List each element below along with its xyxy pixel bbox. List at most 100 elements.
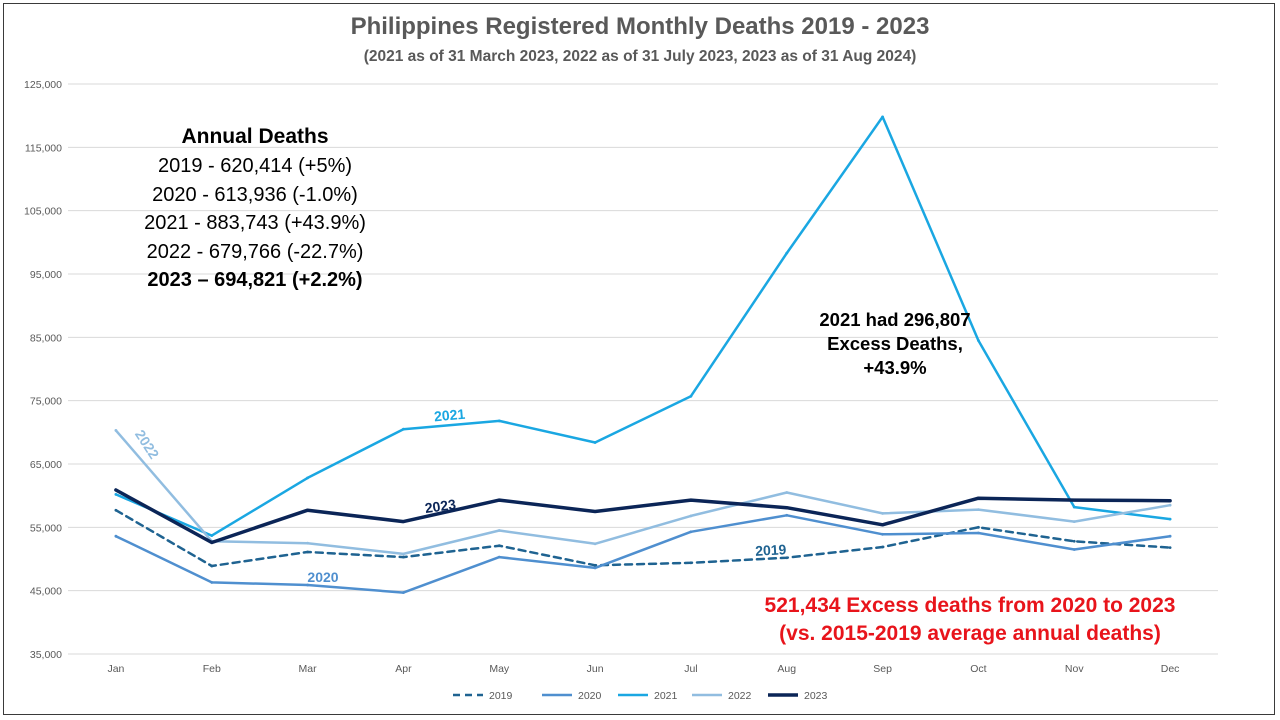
point-2019-may bbox=[497, 544, 501, 548]
point-2022-may bbox=[497, 529, 501, 532]
point-2023-may bbox=[497, 498, 501, 502]
point-2021-dec bbox=[1168, 517, 1172, 521]
series-line-2023 bbox=[114, 488, 1172, 545]
point-2021-sep bbox=[881, 115, 884, 119]
point-2020-dec bbox=[1168, 534, 1172, 538]
point-2022-jun bbox=[593, 542, 597, 546]
point-2023-jul bbox=[689, 498, 693, 502]
annual-line-2023: 2023 – 694,821 (+2.2%) bbox=[147, 269, 363, 291]
point-2019-aug bbox=[785, 556, 789, 560]
point-2023-apr bbox=[402, 520, 405, 524]
inline-label-2021: 2021 bbox=[433, 406, 466, 425]
x-tick-label-dec: Dec bbox=[1161, 663, 1180, 675]
point-2019-mar bbox=[306, 550, 309, 554]
inline-label-2022: 2022 bbox=[132, 427, 162, 462]
point-2022-mar bbox=[306, 541, 309, 545]
point-2019-jul bbox=[689, 561, 693, 565]
excess-2021-note: 2021 had 296,807 Excess Deaths, +43.9% bbox=[770, 308, 1020, 380]
x-tick-label-mar: Mar bbox=[299, 663, 318, 675]
point-2020-jun bbox=[593, 566, 597, 570]
point-2022-nov bbox=[1072, 520, 1076, 524]
inline-label-2019: 2019 bbox=[755, 541, 787, 559]
series-line-2019 bbox=[114, 508, 1172, 568]
x-tick-label-oct: Oct bbox=[970, 663, 986, 675]
y-tick-label-55000: 55,000 bbox=[30, 522, 62, 534]
x-tick-label-aug: Aug bbox=[777, 663, 796, 675]
x-tick-label-nov: Nov bbox=[1065, 663, 1084, 675]
point-2021-nov bbox=[1072, 505, 1076, 509]
point-2020-oct bbox=[977, 531, 980, 535]
point-2021-jul bbox=[689, 394, 693, 398]
y-tick-label-115000: 115,000 bbox=[25, 142, 62, 154]
point-2020-jul bbox=[689, 530, 693, 534]
excess-total-note: 521,434 Excess deaths from 2020 to 2023 … bbox=[700, 592, 1240, 648]
y-tick-label-75000: 75,000 bbox=[30, 396, 62, 408]
point-2020-apr bbox=[402, 591, 405, 594]
point-2022-sep bbox=[881, 512, 884, 515]
inline-label-2020: 2020 bbox=[307, 569, 338, 585]
annual-line-2021: 2021 - 883,743 (+43.9%) bbox=[144, 212, 366, 234]
annual-line-2019: 2019 - 620,414 (+5%) bbox=[157, 155, 353, 177]
point-2019-nov bbox=[1072, 539, 1076, 543]
point-2021-mar bbox=[306, 476, 309, 480]
excess-2021-line-2: Excess Deaths, bbox=[827, 333, 963, 354]
point-2019-dec bbox=[1168, 546, 1172, 549]
point-2019-jan bbox=[114, 508, 118, 512]
y-tick-label-35000: 35,000 bbox=[30, 649, 62, 661]
annual-line-2022: 2022 - 679,766 (-22.7%) bbox=[146, 240, 364, 263]
x-tick-label-apr: Apr bbox=[395, 663, 412, 675]
x-tick-label-jun: Jun bbox=[587, 663, 604, 675]
point-2022-oct bbox=[977, 508, 980, 511]
x-tick-label-sep: Sep bbox=[873, 663, 892, 675]
point-2021-may bbox=[497, 419, 501, 423]
chart-frame bbox=[3, 3, 1275, 715]
series-line-2020 bbox=[114, 514, 1172, 594]
y-tick-label-125000: 125,000 bbox=[24, 79, 62, 91]
excess-total-line-2: (vs. 2015-2019 average annual deaths) bbox=[779, 622, 1161, 645]
y-tick-label-45000: 45,000 bbox=[30, 586, 62, 598]
point-2022-aug bbox=[785, 491, 789, 494]
legend-label-2021: 2021 bbox=[654, 690, 678, 702]
point-2021-jun bbox=[593, 441, 597, 444]
point-2021-apr bbox=[402, 427, 405, 431]
chart-subtitle: (2021 as of 31 March 2023, 2022 as of 31… bbox=[363, 48, 917, 65]
point-2020-mar bbox=[306, 583, 309, 587]
excess-2021-line-1: 2021 had 296,807 bbox=[819, 309, 971, 330]
x-tick-label-jul: Jul bbox=[684, 663, 697, 675]
y-tick-label-105000: 105,000 bbox=[24, 206, 62, 218]
excess-2021-line-3: +43.9% bbox=[863, 357, 927, 378]
x-tick-label-feb: Feb bbox=[203, 663, 221, 675]
chart-title: Philippines Registered Monthly Deaths 20… bbox=[350, 13, 930, 40]
point-2023-feb bbox=[210, 541, 214, 544]
legend-label-2023: 2023 bbox=[804, 690, 828, 702]
point-2023-dec bbox=[1168, 499, 1172, 503]
point-2023-oct bbox=[977, 496, 980, 500]
point-2020-may bbox=[497, 555, 501, 559]
point-2023-mar bbox=[306, 508, 309, 512]
point-2023-jan bbox=[114, 488, 118, 492]
point-2021-jan bbox=[114, 493, 118, 496]
point-2021-aug bbox=[785, 251, 789, 255]
legend-label-2022: 2022 bbox=[728, 690, 752, 702]
annual-deaths-box: Annual Deaths 2019 - 620,414 (+5%) 2020 … bbox=[100, 122, 410, 295]
y-tick-label-85000: 85,000 bbox=[30, 332, 62, 344]
point-2019-sep bbox=[881, 545, 884, 549]
legend-label-2019: 2019 bbox=[489, 690, 513, 702]
point-2023-nov bbox=[1072, 498, 1076, 502]
legend-label-2020: 2020 bbox=[578, 690, 602, 702]
point-2020-feb bbox=[210, 581, 214, 584]
series-line-2021 bbox=[114, 115, 1172, 537]
point-2019-oct bbox=[977, 525, 980, 529]
point-2020-aug bbox=[785, 513, 789, 517]
y-tick-label-65000: 65,000 bbox=[30, 459, 62, 471]
point-2021-feb bbox=[210, 534, 214, 537]
annual-line-2020: 2020 - 613,936 (-1.0%) bbox=[152, 183, 358, 206]
point-2022-jul bbox=[689, 514, 693, 518]
series-line-2022 bbox=[114, 429, 1172, 556]
point-2023-jun bbox=[593, 510, 597, 513]
point-2020-sep bbox=[881, 532, 884, 536]
point-2022-apr bbox=[402, 552, 405, 556]
point-2021-oct bbox=[977, 339, 980, 342]
point-2019-feb bbox=[210, 564, 214, 568]
